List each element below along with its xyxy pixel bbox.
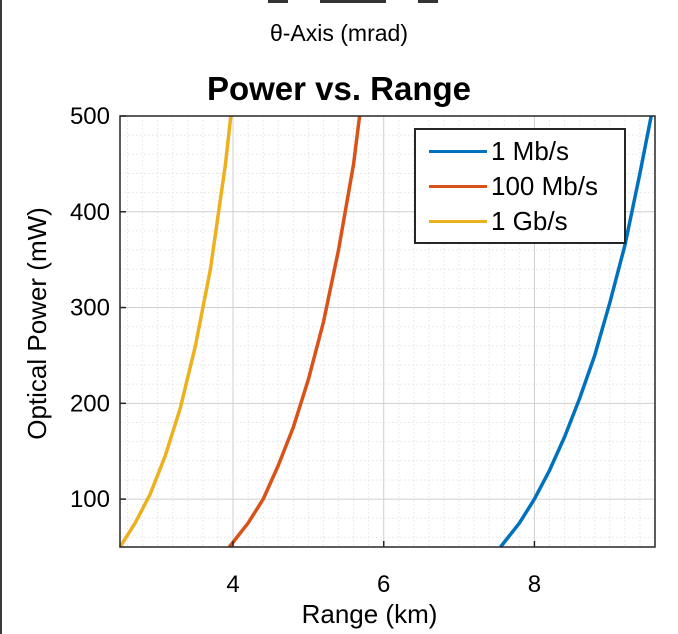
series-line — [499, 115, 653, 549]
y-axis-label: Optical Power (mW) — [22, 207, 52, 440]
upper-axis-label: θ-Axis (mrad) — [269, 20, 408, 46]
plot-frame — [119, 115, 656, 548]
series-line — [227, 115, 362, 549]
legend-label: 100 Mb/s — [491, 171, 598, 201]
y-tick-label: 400 — [70, 199, 110, 226]
x-axis-label: Range (km) — [302, 599, 438, 629]
x-tick-label: 6 — [377, 571, 390, 598]
x-tick-label: 4 — [226, 571, 239, 598]
series-line — [118, 115, 233, 548]
legend-item: 1 Mb/s — [416, 134, 624, 169]
y-tick-label: 200 — [70, 390, 110, 417]
upper-axis-fragment — [268, 0, 438, 4]
y-tick-label: 100 — [70, 486, 110, 513]
legend-swatch — [429, 220, 487, 223]
legend: 1 Mb/s 100 Mb/s 1 Gb/s — [414, 128, 626, 244]
x-tick-label: 8 — [528, 571, 541, 598]
legend-swatch — [429, 185, 487, 188]
legend-label: 1 Gb/s — [491, 206, 568, 236]
legend-item: 100 Mb/s — [416, 169, 624, 204]
legend-item: 1 Gb/s — [416, 204, 624, 239]
y-tick-label: 500 — [70, 103, 110, 130]
chart-title: Power vs. Range — [206, 70, 472, 107]
legend-swatch — [429, 150, 487, 153]
left-border — [0, 0, 2, 634]
legend-label: 1 Mb/s — [491, 136, 570, 166]
y-tick-label: 300 — [70, 295, 110, 322]
